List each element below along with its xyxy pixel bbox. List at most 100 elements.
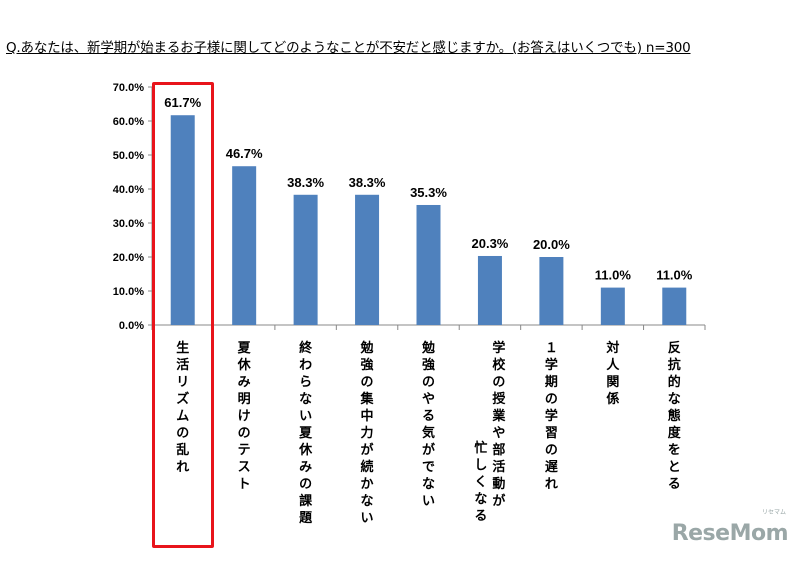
y-tick-label: 10.0% — [113, 286, 144, 298]
category-label-char: や — [422, 392, 435, 407]
category-label-char: 部 — [492, 442, 505, 458]
category-label-char: 忙 — [474, 440, 487, 456]
category-label-char: 活 — [176, 357, 189, 373]
chart-axes: 0.0% 10.0% 20.0% 30.0% 40.0% 50.0% 60.0% 70.0% — [113, 82, 706, 332]
category-label-char: る — [474, 509, 487, 524]
bar — [355, 194, 380, 325]
category-label-char: 明 — [238, 392, 251, 407]
bar — [662, 287, 687, 325]
category-label-char: の — [176, 426, 189, 441]
category-label-char: な — [474, 492, 487, 507]
category-label-char: 活 — [492, 459, 505, 475]
category-label-char: 習 — [545, 426, 558, 441]
category-label-char: 課 — [299, 493, 313, 509]
category-label-char: の — [361, 375, 374, 390]
category-label-char: 乱 — [176, 442, 189, 458]
category-label-char: 的 — [668, 374, 681, 390]
y-tick-label: 20.0% — [113, 252, 144, 264]
category-label-char: わ — [299, 358, 312, 373]
bar — [170, 115, 195, 325]
category-label-char: け — [238, 409, 251, 424]
category-label-char: リ — [176, 375, 189, 390]
data-label: 35.3% — [410, 185, 447, 200]
category-label-char: ら — [299, 375, 312, 390]
category-label-char: 態 — [668, 408, 681, 424]
category-label-char: が — [492, 493, 505, 509]
category-label-char: 関 — [606, 375, 619, 390]
category-label-char: 期 — [545, 375, 558, 390]
category-label-char: 授 — [492, 391, 506, 407]
category-label-char: し — [474, 458, 487, 473]
category-label-char: 力 — [361, 425, 374, 441]
data-label: 38.3% — [287, 175, 324, 190]
logo-subtext: リセマム — [761, 509, 786, 516]
category-label-char: ト — [238, 477, 251, 492]
category-label-char: 人 — [606, 357, 620, 373]
category-label-char: な — [299, 392, 312, 407]
category-label-char: 遅 — [545, 460, 558, 475]
category-label-char: 抗 — [668, 357, 681, 373]
bar — [477, 255, 502, 325]
category-label-char: の — [492, 375, 505, 390]
data-label: 46.7% — [226, 146, 263, 161]
y-tick-label: 0.0% — [119, 320, 144, 332]
category-label-char: い — [361, 511, 374, 526]
data-label: 11.0% — [656, 268, 693, 283]
bar — [293, 194, 318, 325]
y-tick-label: 60.0% — [113, 116, 144, 128]
y-tick-label: 40.0% — [113, 184, 144, 196]
category-label-char: い — [299, 409, 312, 424]
category-label-char: と — [668, 460, 681, 475]
category-label-char: 学 — [545, 408, 558, 424]
category-label-char: 強 — [361, 357, 374, 373]
category-label-char: 気 — [422, 425, 435, 441]
category-label-char: み — [238, 375, 251, 390]
category-label-char: か — [361, 477, 374, 492]
category-label-char: 校 — [492, 357, 506, 373]
category-label-char: 夏 — [237, 341, 252, 356]
category-label-char: 度 — [668, 425, 682, 441]
category-labels: 生活リズムの乱れ夏休み明けのテスト終わらない夏休みの課題勉強の集中力が続かない勉… — [176, 340, 682, 526]
category-label-char: く — [474, 475, 487, 490]
category-label-char: 勉 — [421, 340, 435, 356]
category-label-char: ム — [176, 409, 189, 424]
category-label-char: る — [668, 477, 681, 492]
category-label-char: な — [422, 477, 435, 492]
category-label-char: 強 — [422, 357, 435, 373]
category-label-char: れ — [545, 477, 558, 492]
data-labels: 61.7% 46.7% 38.3% 38.3% 35.3% 20.3% 20.0% 11.0%… — [164, 95, 692, 282]
category-label-char: れ — [176, 460, 189, 475]
category-label-char: 業 — [491, 408, 506, 424]
category-label-char: な — [668, 392, 681, 407]
category-label-char: 続 — [361, 459, 374, 475]
category-label-char: み — [299, 460, 312, 475]
category-label-char: 中 — [361, 408, 374, 424]
category-label-char: な — [361, 494, 374, 509]
category-label-char: の — [299, 477, 312, 492]
category-label-char: 反 — [668, 340, 681, 356]
bar — [416, 204, 441, 325]
highlight-box — [151, 82, 214, 548]
category-label-char: の — [238, 426, 251, 441]
data-label: 20.0% — [533, 237, 570, 252]
resemom-logo: ReseMom — [671, 521, 789, 546]
category-label-char: 集 — [360, 391, 375, 407]
category-label-char: テ — [238, 443, 251, 458]
category-label-char: で — [422, 460, 435, 475]
category-label-char: の — [422, 375, 435, 390]
category-label-char: 係 — [606, 391, 619, 407]
data-label: 61.7% — [164, 95, 201, 110]
data-label: 38.3% — [349, 175, 386, 190]
data-label: 11.0% — [595, 268, 632, 283]
bar-series — [170, 115, 687, 325]
category-label-char: 学 — [545, 357, 558, 373]
